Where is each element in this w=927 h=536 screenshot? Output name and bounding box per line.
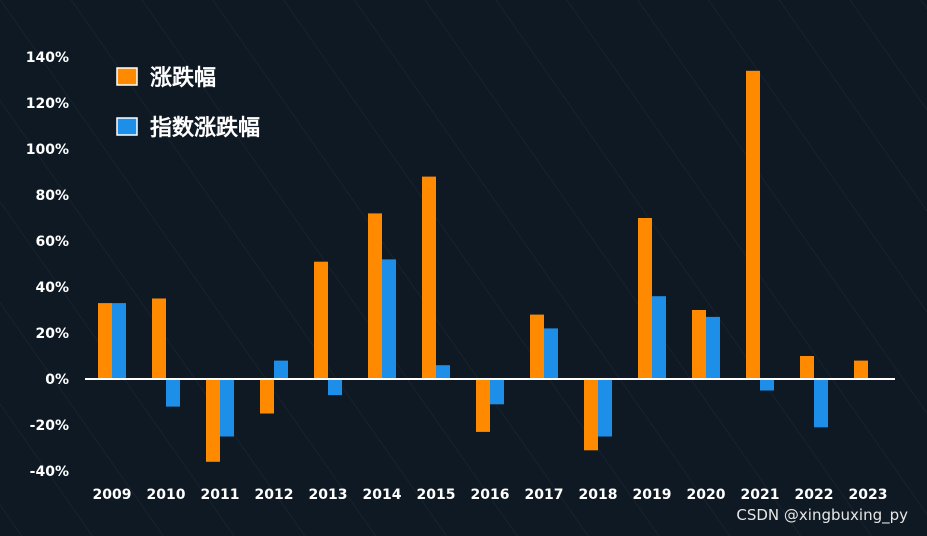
x-tick-label: 2019 <box>633 487 672 503</box>
bar-change-2010 <box>152 298 166 379</box>
x-axis: 2009 2010 2011 2012 2013 2014 2015 2016 2017 2018… <box>93 487 888 503</box>
y-tick-label: 80% <box>35 188 69 204</box>
x-tick-label: 2020 <box>687 487 726 503</box>
bar-change-2021 <box>746 70 760 380</box>
y-tick-label: 120% <box>26 96 69 112</box>
y-tick-label: 20% <box>35 326 69 342</box>
bar-change-2019 <box>638 218 652 379</box>
y-tick-label: 60% <box>35 234 69 250</box>
bar-change-2014 <box>368 213 382 379</box>
y-tick-label: 40% <box>35 280 69 296</box>
watermark: CSDN @xingbuxing_py <box>736 506 908 525</box>
legend-label: 指数涨跌幅 <box>150 115 260 141</box>
bar-change-2018 <box>584 379 598 451</box>
x-tick-label: 2015 <box>417 487 456 503</box>
bar-index-change-2018 <box>598 379 612 437</box>
bar-change-2011 <box>206 379 220 462</box>
bar-change-2009 <box>98 303 112 379</box>
y-axis: 140% 120% 100% 80% 60% 40% 20% 0% -20% -40% <box>26 50 69 480</box>
y-tick-label: 100% <box>26 142 69 158</box>
y-tick-label: 140% <box>26 50 69 66</box>
bar-index-change-2022 <box>814 379 828 428</box>
y-tick-label: -40% <box>30 464 69 480</box>
x-tick-label: 2009 <box>93 487 132 503</box>
bar-index-change-2013 <box>328 379 342 396</box>
bar-change-2013 <box>314 261 328 379</box>
legend-swatch <box>116 67 138 86</box>
bar-index-change-2012 <box>274 360 288 379</box>
bar-index-change-2020 <box>706 316 720 379</box>
bar-change-2015 <box>422 176 436 379</box>
bar-index-change-2010 <box>166 379 180 407</box>
bar-change-2017 <box>530 314 544 379</box>
x-tick-label: 2012 <box>255 487 294 503</box>
bars-group <box>98 70 868 462</box>
bar-index-change-2009 <box>112 303 126 379</box>
x-tick-label: 2021 <box>741 487 780 503</box>
bar-change-2020 <box>692 310 706 379</box>
bar-change-2022 <box>800 356 814 379</box>
bar-change-2016 <box>476 379 490 432</box>
legend-swatch <box>116 117 138 136</box>
bar-index-change-2017 <box>544 328 558 379</box>
x-tick-label: 2018 <box>579 487 618 503</box>
bar-change-2023 <box>854 360 868 379</box>
x-tick-label: 2010 <box>147 487 186 503</box>
x-tick-label: 2016 <box>471 487 510 503</box>
legend-label: 涨跌幅 <box>150 66 216 91</box>
bar-index-change-2011 <box>220 379 234 437</box>
bar-change-2012 <box>260 379 274 414</box>
y-tick-label: -20% <box>30 418 69 434</box>
y-tick-label: 0% <box>45 372 69 388</box>
x-tick-label: 2017 <box>525 487 564 503</box>
bar-index-change-2016 <box>490 379 504 405</box>
bar-index-change-2021 <box>760 379 774 391</box>
x-tick-label: 2022 <box>795 487 834 503</box>
x-tick-label: 2014 <box>363 487 402 503</box>
bar-index-change-2014 <box>382 259 396 379</box>
bar-index-change-2015 <box>436 365 450 379</box>
x-tick-label: 2013 <box>309 487 348 503</box>
x-tick-label: 2023 <box>849 487 888 503</box>
bar-index-change-2019 <box>652 296 666 379</box>
x-tick-label: 2011 <box>201 487 240 503</box>
